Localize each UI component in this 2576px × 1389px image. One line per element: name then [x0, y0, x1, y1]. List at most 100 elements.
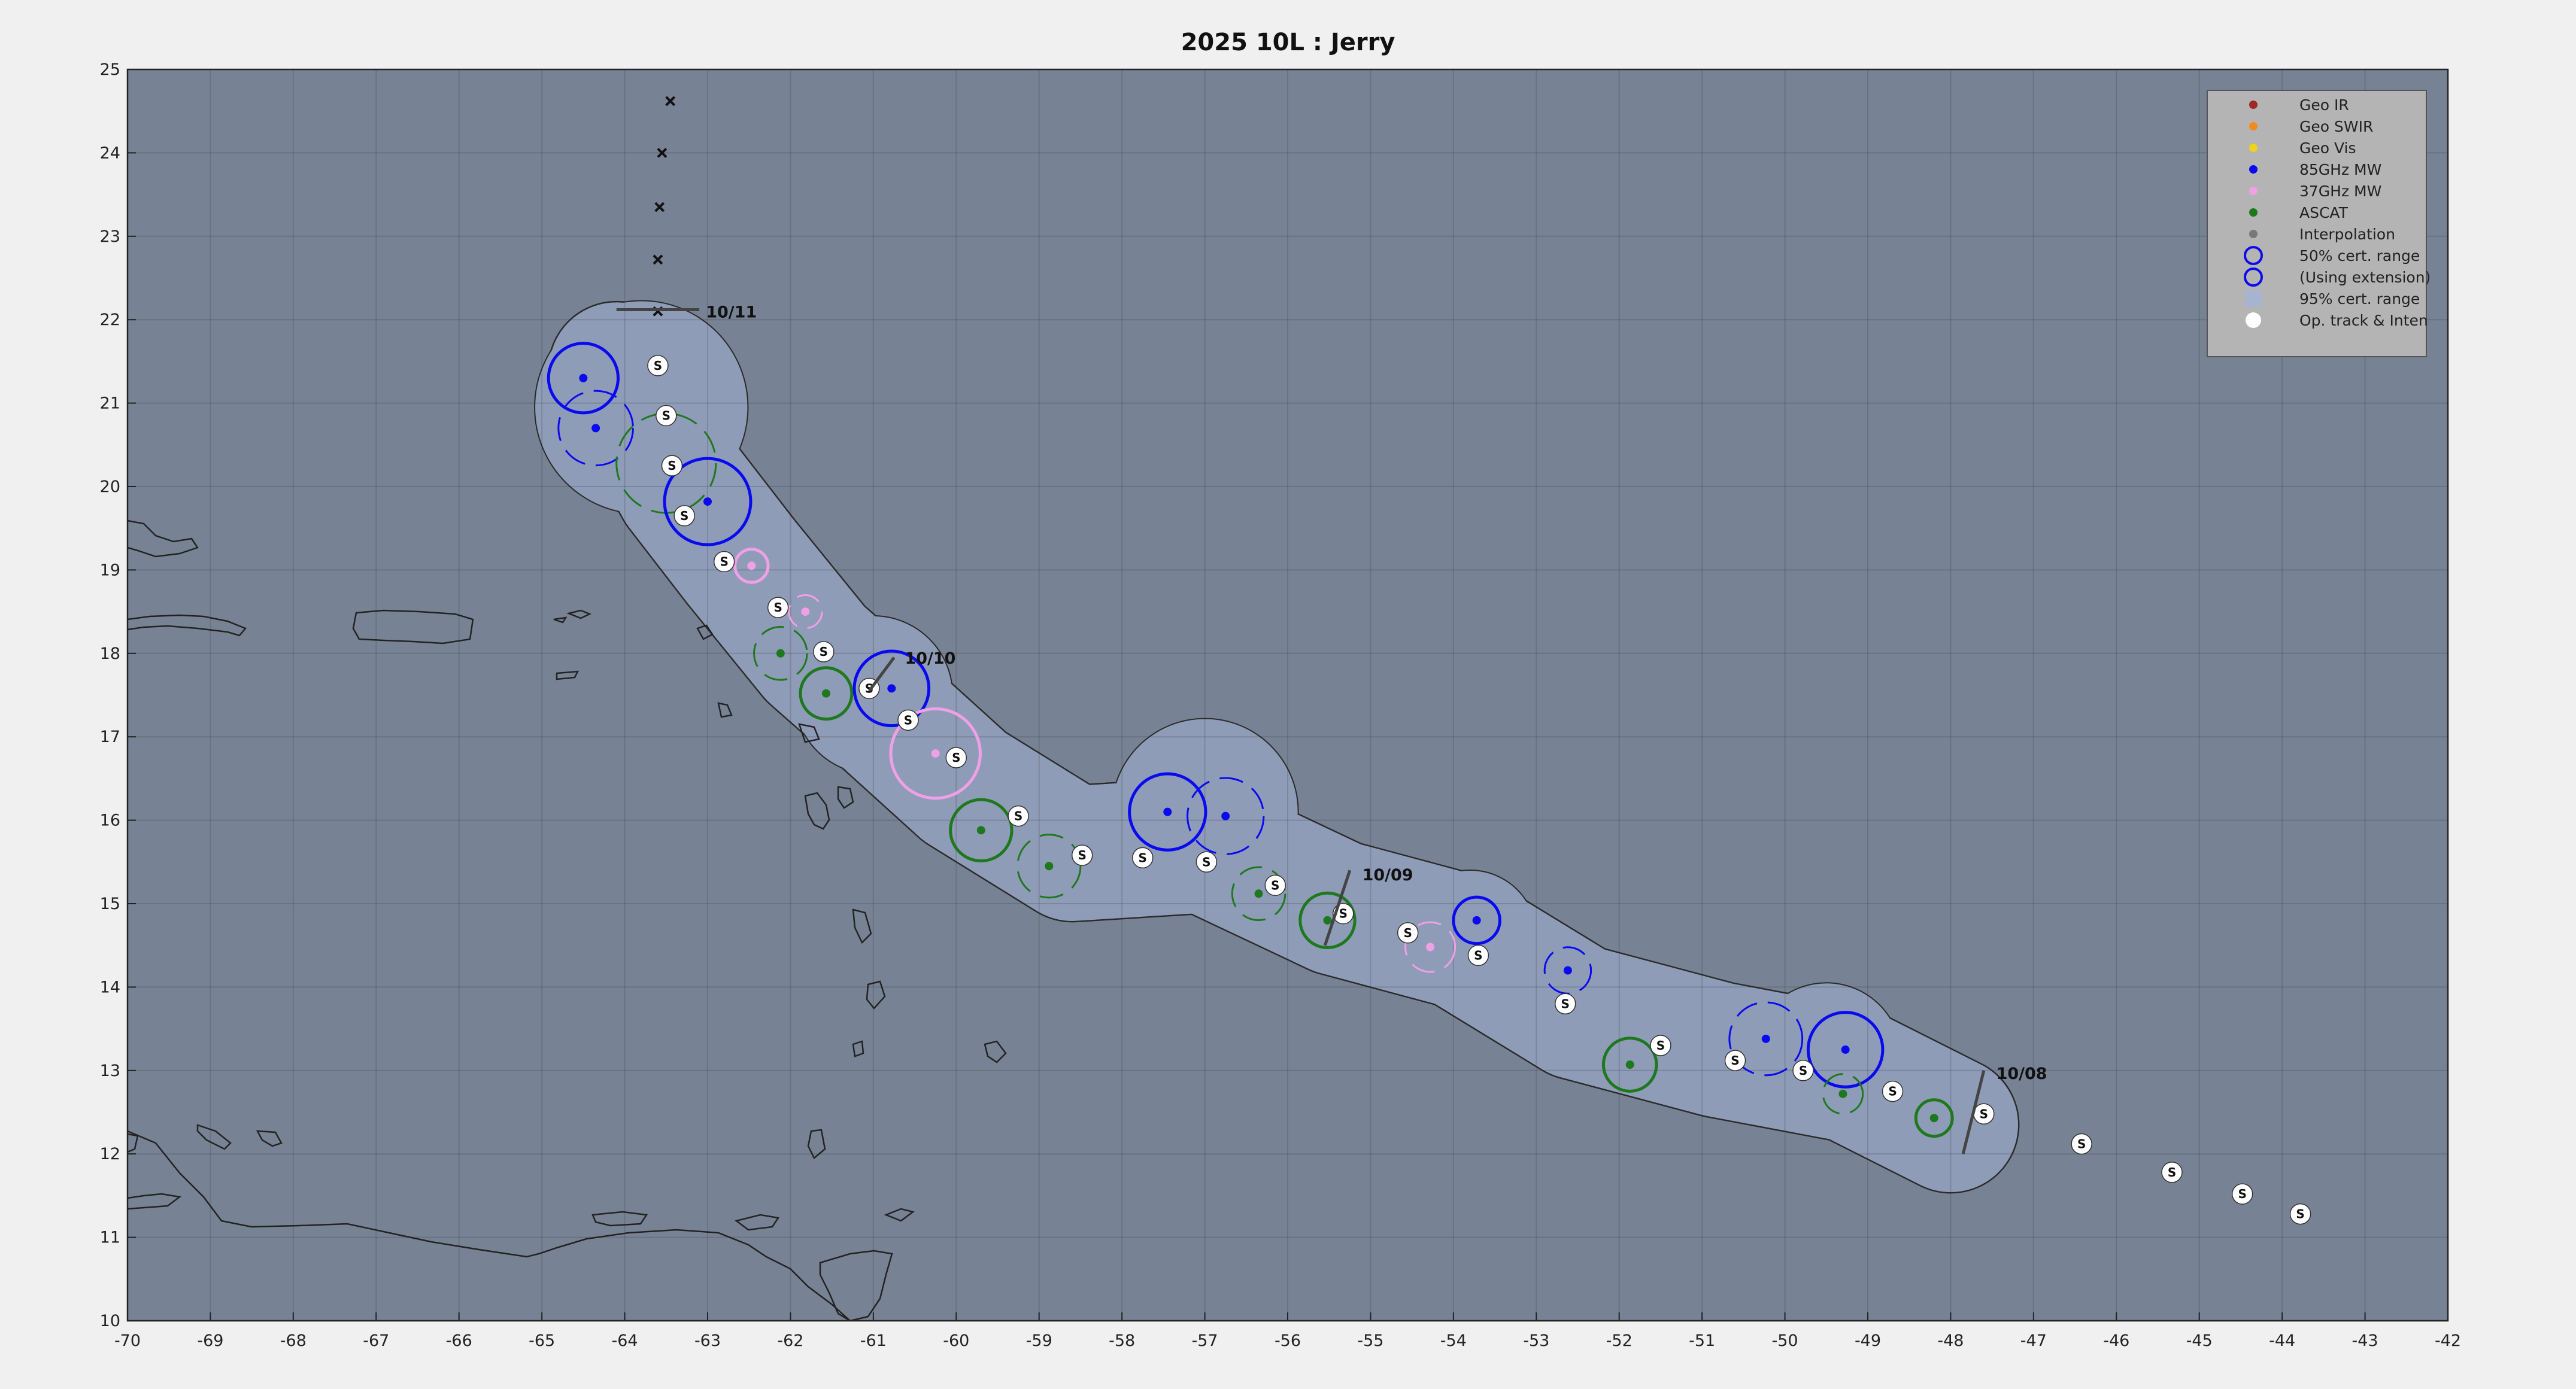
- op-track-marker: S: [945, 747, 967, 768]
- op-track-intensity-label: S: [952, 750, 960, 765]
- x-tick-label: -51: [1689, 1332, 1715, 1350]
- x-tick-label: -70: [114, 1332, 141, 1350]
- y-tick-label: 21: [100, 394, 120, 413]
- op-track-intensity-label: S: [1656, 1038, 1665, 1053]
- op-track-marker: S: [1008, 805, 1029, 827]
- mw85-certainty-ring: [1806, 1011, 1885, 1089]
- land-outline-tobago: [735, 1208, 915, 1231]
- op-track-intensity-label: S: [662, 409, 670, 423]
- x-tick-label: -60: [943, 1332, 969, 1350]
- op-track-marker: S: [1264, 874, 1286, 896]
- mw37-certainty-ring: [788, 594, 823, 630]
- op-track-intensity-label: S: [1014, 809, 1022, 823]
- op-track-circle: [673, 505, 695, 527]
- mw85-certainty-ring: [852, 649, 931, 728]
- op-track-marker: S: [767, 597, 789, 618]
- op-track-circle: [1071, 844, 1093, 866]
- land-outline-hispaniola: [128, 614, 247, 637]
- mw37-fix-point: [931, 749, 940, 758]
- legend-box: [2207, 90, 2427, 357]
- forecast-x-marker: [653, 254, 663, 265]
- date-label: 10/09: [1363, 866, 1413, 885]
- x-tick-label: -50: [1772, 1332, 1798, 1350]
- land-outline-virgin-islands: [553, 609, 592, 680]
- op-track-circle: [1397, 922, 1419, 944]
- x-tick-label: -48: [1937, 1332, 1964, 1350]
- op-track-marker: S: [1554, 993, 1576, 1015]
- x-tick-label: -57: [1192, 1332, 1218, 1350]
- op-track-intensity-label: S: [2077, 1136, 2086, 1151]
- plot-area: [128, 69, 2448, 1321]
- date-label: 10/08: [1997, 1065, 2047, 1083]
- mw85-fix-point: [1761, 1034, 1770, 1043]
- legend-dot: [2249, 208, 2258, 217]
- op-track-circle: [1792, 1060, 1814, 1081]
- date-label: 10/10: [905, 649, 955, 668]
- x-tick-label: -53: [1523, 1332, 1549, 1350]
- x-tick-label: -61: [860, 1332, 887, 1350]
- ascat-certainty-ring: [1298, 891, 1357, 950]
- legend-entry: Geo SWIR: [2249, 118, 2373, 135]
- op-track-marker: S: [1973, 1103, 1995, 1125]
- op-track-marker: S: [2289, 1203, 2311, 1225]
- op-track-intensity-label: S: [1404, 926, 1412, 940]
- legend-dot: [2249, 144, 2258, 152]
- ascat-certainty-ring: [1017, 834, 1082, 899]
- legend-patch: [2245, 290, 2262, 307]
- land-outline-guadeloupe: [804, 792, 830, 830]
- x-tick-label: -43: [2352, 1332, 2378, 1350]
- y-tick-label: 16: [100, 811, 120, 830]
- op-track-circle: [1264, 874, 1286, 896]
- op-track-intensity-label: S: [667, 458, 676, 473]
- land-outline-barbados: [807, 1129, 826, 1159]
- op-track-circle: [2071, 1133, 2092, 1155]
- legend-label: Interpolation: [2299, 226, 2395, 243]
- x-tick-label: -68: [280, 1332, 307, 1350]
- x-tick-label: -44: [2269, 1332, 2295, 1350]
- mw85-certainty-ring: [1128, 772, 1207, 852]
- ascat-fix-point: [821, 689, 830, 698]
- op-track-marker: S: [2071, 1133, 2092, 1155]
- legend-dot: [2249, 122, 2258, 130]
- legend-entry: Geo Vis: [2249, 139, 2356, 157]
- op-track-intensity-label: S: [2238, 1187, 2246, 1201]
- op-track-intensity-label: S: [1339, 907, 1348, 921]
- y-tick-label: 15: [100, 895, 120, 913]
- op-track-marker: S: [1792, 1060, 1814, 1081]
- op-track-intensity-label: S: [2296, 1207, 2304, 1221]
- date-label: 10/11: [706, 303, 757, 321]
- op-track-intensity-label: S: [1139, 850, 1147, 865]
- x-tick-label: -49: [1855, 1332, 1881, 1350]
- legend-label: Op. track & Inten: [2299, 312, 2428, 329]
- land-outline-margarita: [591, 1211, 648, 1227]
- op-track-marker: S: [713, 551, 735, 573]
- legend-entry: 50% cert. range: [2244, 246, 2420, 265]
- mw85-fix-point: [1163, 807, 1172, 816]
- mw85-fix-point: [1841, 1045, 1850, 1054]
- mw85-certainty-ring: [663, 457, 753, 546]
- mw37-certainty-ring: [733, 548, 770, 584]
- op-track-circle: [945, 747, 967, 768]
- x-tick-label: -42: [2435, 1332, 2461, 1350]
- legend-label: 37GHz MW: [2299, 183, 2381, 200]
- land-outline-puerto-rico: [352, 609, 474, 645]
- mw85-fix-point: [1563, 966, 1572, 975]
- mw85-fix-point: [591, 424, 600, 433]
- mw85-certainty-ring: [1452, 895, 1501, 946]
- legend-entry: Geo IR: [2249, 96, 2349, 114]
- op-track-circle: [661, 455, 683, 476]
- op-track-marker: S: [1724, 1050, 1746, 1071]
- y-tick-label: 23: [100, 227, 120, 246]
- op-track-intensity-label: S: [680, 509, 688, 523]
- legend-dot: [2246, 312, 2261, 328]
- mw85-certainty-ring: [557, 390, 634, 467]
- ascat-fix-point: [776, 649, 785, 658]
- land-outline-martinique: [837, 786, 854, 809]
- op-track-circle: [1196, 851, 1218, 873]
- mw37-fix-point: [747, 561, 756, 570]
- land-outline-south-america: [128, 1130, 851, 1321]
- op-track-marker: S: [656, 405, 677, 427]
- y-tick-label: 19: [100, 561, 120, 579]
- land-outline-st-lucia: [852, 908, 872, 944]
